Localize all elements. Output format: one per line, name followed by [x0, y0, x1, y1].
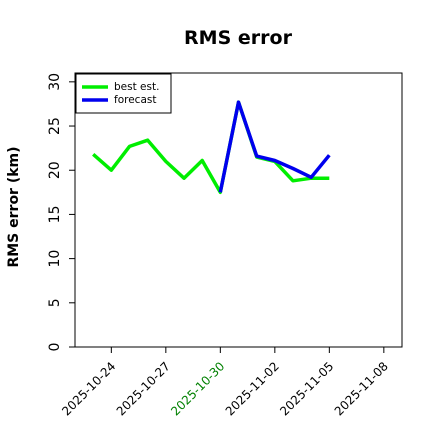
legend-label: forecast: [114, 94, 156, 106]
y-tick-label: 0: [47, 343, 63, 352]
y-tick-label: 5: [47, 298, 63, 307]
y-tick-label: 20: [47, 161, 63, 179]
chart-title: RMS error: [184, 27, 293, 49]
y-tick-label: 25: [47, 117, 63, 135]
y-axis: 0 5 10 15 20 25 30: [47, 73, 75, 352]
y-tick-label: 30: [47, 73, 63, 91]
legend-label: best est.: [114, 81, 159, 93]
y-tick-label: 15: [47, 206, 63, 224]
series-line-0: [92, 100, 330, 195]
series-lines: [92, 100, 331, 195]
y-axis-label: RMS error (km): [6, 146, 22, 267]
plot-area-frame: [74, 72, 403, 348]
y-tick-label: 10: [47, 250, 63, 268]
legend: best est.forecast: [75, 73, 172, 114]
legend-box: [75, 73, 172, 114]
